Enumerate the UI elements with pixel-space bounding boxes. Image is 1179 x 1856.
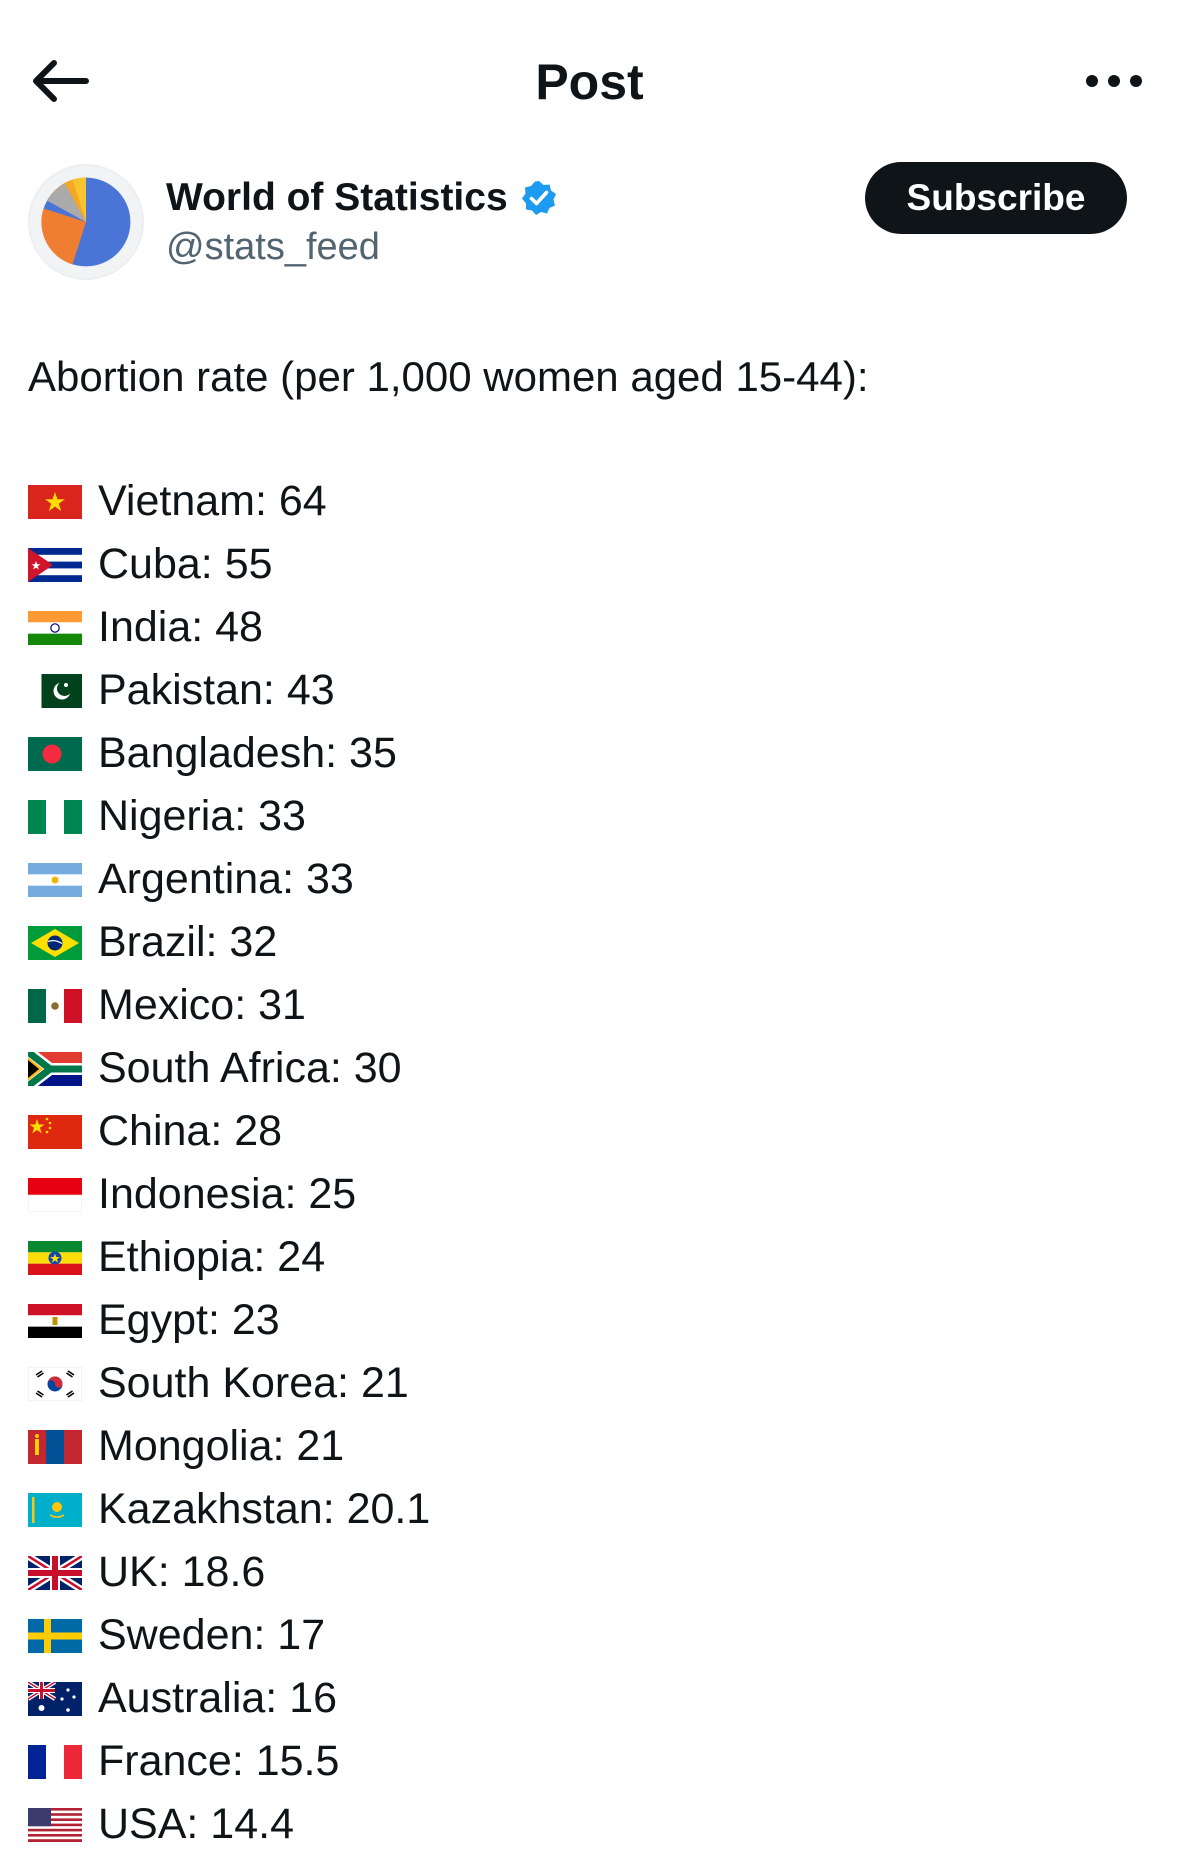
list-item-text: France: 15.5 bbox=[98, 1737, 340, 1785]
egypt-flag-icon bbox=[28, 1303, 82, 1338]
uk-flag-icon bbox=[28, 1555, 82, 1590]
cuba-flag-icon bbox=[28, 547, 82, 582]
author-name[interactable]: World of Statistics bbox=[166, 175, 558, 221]
list-item: Pakistan: 43 bbox=[28, 659, 430, 722]
list-item-text: South Africa: 30 bbox=[98, 1044, 402, 1092]
south-africa-flag-icon bbox=[28, 1051, 82, 1086]
list-item: Argentina: 33 bbox=[28, 848, 430, 911]
bangladesh-flag-icon bbox=[28, 736, 82, 771]
list-item: Nigeria: 33 bbox=[28, 785, 430, 848]
list-item: UK: 18.6 bbox=[28, 1541, 430, 1604]
australia-flag-icon bbox=[28, 1681, 82, 1716]
nigeria-flag-icon bbox=[28, 799, 82, 834]
list-item-text: Indonesia: 25 bbox=[98, 1170, 357, 1218]
list-item: USA: 14.4 bbox=[28, 1793, 430, 1856]
vietnam-flag-icon bbox=[28, 484, 82, 519]
avatar[interactable] bbox=[28, 164, 144, 280]
list-item-text: Brazil: 32 bbox=[98, 918, 278, 966]
list-item: India: 48 bbox=[28, 596, 430, 659]
list-item: Vietnam: 64 bbox=[28, 470, 430, 533]
list-item-text: Cuba: 55 bbox=[98, 540, 273, 588]
list-item-text: China: 28 bbox=[98, 1107, 283, 1155]
list-item-text: Egypt: 23 bbox=[98, 1296, 280, 1344]
pie-chart-avatar bbox=[41, 177, 131, 267]
list-item: Kazakhstan: 20.1 bbox=[28, 1478, 430, 1541]
india-flag-icon bbox=[28, 610, 82, 645]
list-item: Brazil: 32 bbox=[28, 911, 430, 974]
ethiopia-flag-icon bbox=[28, 1240, 82, 1275]
list-item: Indonesia: 25 bbox=[28, 1163, 430, 1226]
kazakhstan-flag-icon bbox=[28, 1492, 82, 1527]
usa-flag-icon bbox=[28, 1807, 82, 1842]
list-item: Mexico: 31 bbox=[28, 974, 430, 1037]
mongolia-flag-icon bbox=[28, 1429, 82, 1464]
list-item-text: Mongolia: 21 bbox=[98, 1422, 345, 1470]
mexico-flag-icon bbox=[28, 988, 82, 1023]
list-item: Cuba: 55 bbox=[28, 533, 430, 596]
list-item: Sweden: 17 bbox=[28, 1604, 430, 1667]
more-horizontal-icon[interactable] bbox=[1083, 62, 1145, 100]
verified-badge-icon bbox=[521, 181, 556, 215]
list-item: South Africa: 30 bbox=[28, 1037, 430, 1100]
country-list: Vietnam: 64 Cuba: 55 India: 48 Pakistan:… bbox=[28, 470, 430, 1856]
list-item: China: 28 bbox=[28, 1100, 430, 1163]
list-item-text: Australia: 16 bbox=[98, 1674, 338, 1722]
list-item-text: Mexico: 31 bbox=[98, 981, 306, 1029]
list-item-text: Nigeria: 33 bbox=[98, 792, 306, 840]
brazil-flag-icon bbox=[28, 925, 82, 960]
subscribe-button[interactable]: Subscribe bbox=[865, 162, 1127, 234]
list-item: Mongolia: 21 bbox=[28, 1415, 430, 1478]
list-item-text: Pakistan: 43 bbox=[98, 666, 335, 714]
list-item-text: South Korea: 21 bbox=[98, 1359, 409, 1407]
south-korea-flag-icon bbox=[28, 1366, 82, 1401]
list-item-text: Sweden: 17 bbox=[98, 1611, 326, 1659]
list-item: France: 15.5 bbox=[28, 1730, 430, 1793]
list-item-text: Argentina: 33 bbox=[98, 855, 354, 903]
list-item: Bangladesh: 35 bbox=[28, 722, 430, 785]
page-title: Post bbox=[535, 54, 644, 110]
list-item: South Korea: 21 bbox=[28, 1352, 430, 1415]
list-item-text: India: 48 bbox=[98, 603, 263, 651]
list-item-text: USA: 14.4 bbox=[98, 1800, 294, 1848]
list-item-text: Kazakhstan: 20.1 bbox=[98, 1485, 431, 1533]
sweden-flag-icon bbox=[28, 1618, 82, 1653]
arrow-left-icon[interactable] bbox=[28, 58, 90, 104]
indonesia-flag-icon bbox=[28, 1177, 82, 1212]
china-flag-icon bbox=[28, 1114, 82, 1149]
list-item: Ethiopia: 24 bbox=[28, 1226, 430, 1289]
list-item: Australia: 16 bbox=[28, 1667, 430, 1730]
author-handle[interactable]: @stats_feed bbox=[166, 226, 380, 268]
list-item: Egypt: 23 bbox=[28, 1289, 430, 1352]
list-item-text: UK: 18.6 bbox=[98, 1548, 266, 1596]
list-item-text: Bangladesh: 35 bbox=[98, 729, 397, 777]
pakistan-flag-icon bbox=[28, 673, 82, 708]
argentina-flag-icon bbox=[28, 862, 82, 897]
post-header: Post bbox=[0, 0, 1179, 165]
post-intro-text: Abortion rate (per 1,000 women aged 15-4… bbox=[28, 353, 869, 400]
author-name-text: World of Statistics bbox=[166, 176, 508, 219]
list-item-text: Vietnam: 64 bbox=[98, 477, 327, 525]
france-flag-icon bbox=[28, 1744, 82, 1779]
list-item-text: Ethiopia: 24 bbox=[98, 1233, 326, 1281]
